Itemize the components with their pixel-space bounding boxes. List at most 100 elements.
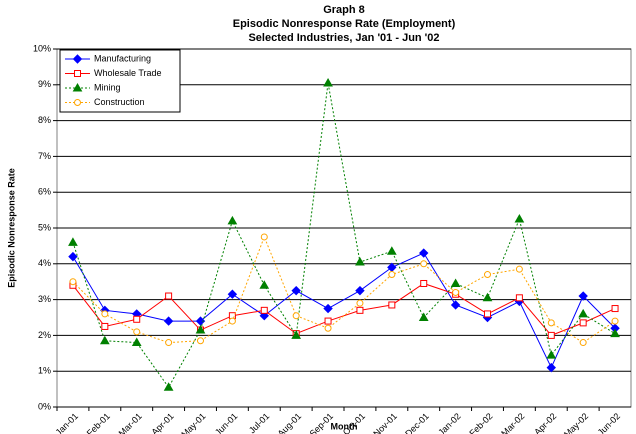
marker [131,337,142,347]
marker [69,278,77,286]
marker [101,310,109,318]
marker [578,308,589,318]
x-tick-label: Jan-01 [53,411,80,434]
x-tick-label: May-02 [562,411,590,434]
marker [133,315,141,323]
marker [133,328,141,336]
marker [291,330,302,339]
marker [546,350,557,359]
marker [578,291,588,301]
x-tick-label: Apr-02 [532,411,558,434]
marker [514,214,525,223]
x-tick-label: May-01 [179,411,207,434]
x-tick-label: Aug-01 [276,411,304,434]
marker [611,305,619,313]
x-tick-label: Jun-01 [213,411,240,434]
marker [72,54,83,64]
marker [165,339,173,347]
marker [546,362,556,373]
marker [99,335,110,345]
marker [292,312,300,320]
marker [323,303,333,314]
marker [388,271,396,279]
y-tick-label: 4% [38,258,51,268]
marker [163,316,174,326]
x-tick-label: Dec-01 [403,411,431,434]
marker [355,285,365,296]
marker [579,319,587,327]
marker [547,331,555,339]
marker [197,337,204,345]
series-line [72,282,616,336]
y-tick-label: 8% [38,115,51,125]
marker [355,257,365,266]
legend-label: Construction [94,97,145,107]
marker [260,306,268,314]
y-tick-label: 7% [38,151,51,161]
x-tick-label: Mar-02 [499,411,526,434]
y-axis-title: Episodic Nonresponse Rate [6,168,16,288]
marker [324,324,332,332]
chart-subtitle: Selected Industries, Jan '01 - Jun '02 [248,32,439,44]
marker [163,382,174,391]
marker [165,292,173,300]
y-tick-label: 0% [38,401,51,411]
y-tick-label: 2% [38,330,51,340]
marker [68,237,78,246]
x-tick-label: Jan-02 [436,411,463,434]
marker [74,70,81,77]
chart-title: Graph 8 [323,4,365,16]
legend: Manufacturing Wholesale Trade Mining Constr… [59,49,181,113]
marker [356,299,364,307]
x-tick-label: Jul-01 [247,411,271,434]
marker [227,289,238,299]
marker [420,279,428,287]
marker [610,328,620,338]
y-tick-label: 10% [33,43,51,53]
marker [323,78,333,87]
marker [611,317,619,325]
legend-label: Wholesale Trade [94,68,162,78]
marker [547,319,555,327]
marker [418,312,429,321]
marker [227,215,238,225]
y-tick-label: 6% [38,187,51,197]
marker [515,294,523,302]
x-tick-label: Feb-02 [467,411,494,434]
marker [195,325,206,334]
x-tick-label: Apr-01 [150,411,176,434]
y-tick-label: 5% [38,222,51,232]
x-tick-label: Mar-01 [117,411,144,434]
x-tick-label: Jun-02 [596,411,623,434]
series-line [72,82,616,389]
marker [324,317,332,325]
marker [68,251,78,262]
marker [228,317,236,325]
x-tick-label: Feb-01 [85,411,112,434]
marker [260,233,268,241]
chart-subtitle: Episodic Nonresponse Rate (Employment) [233,18,456,30]
legend-label: Manufacturing [94,53,151,63]
marker [579,339,587,347]
marker [101,322,109,330]
marker [452,288,460,296]
x-tick-label: Nov-01 [371,411,399,434]
marker [419,248,429,258]
marker [450,300,461,310]
marker [386,246,397,255]
marker [74,99,81,106]
marker [484,271,491,279]
marker [482,292,493,302]
marker [72,82,83,92]
marker [420,260,428,268]
x-axis-title: Month [331,421,358,431]
marker [450,278,461,287]
marker [259,280,270,289]
y-tick-label: 9% [38,79,51,89]
y-tick-label: 3% [38,294,51,304]
marker [484,310,491,318]
legend-label: Mining [94,82,121,92]
marker [388,301,396,309]
series-line [72,252,616,369]
